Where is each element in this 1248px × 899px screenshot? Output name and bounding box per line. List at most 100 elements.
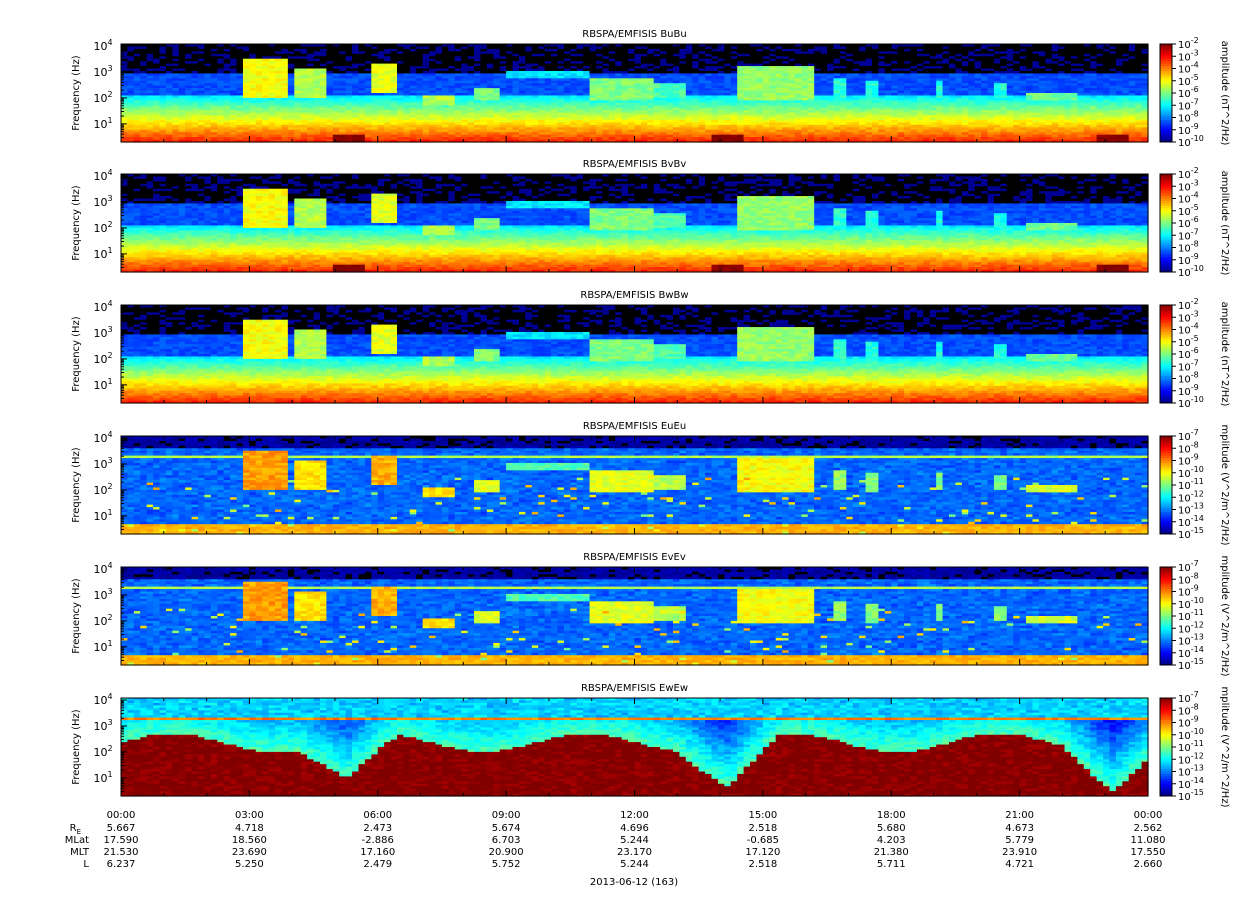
- y-tick-label: 101: [93, 639, 112, 654]
- y-tick-label: 102: [93, 482, 112, 497]
- colorbar-label: amplitude (nT^2/Hz): [1219, 171, 1230, 276]
- y-axis-label: Frequency (Hz): [71, 709, 82, 785]
- ephemeris-value: 2.473: [363, 823, 392, 834]
- ephemeris-value: 5.250: [235, 859, 264, 870]
- ephemeris-table: RE 5.667 4.718 2.473 5.674 4.696 2.518 5.680 4.6…: [65, 823, 1166, 870]
- ephemeris-value: 17.120: [745, 847, 780, 858]
- ephemeris-value: -0.685: [747, 835, 779, 846]
- date-label: 2013-06-12 (163): [590, 877, 678, 888]
- colorbar: 10-210-310-410-510-610-710-810-910-10 amp…: [1159, 166, 1230, 279]
- ephemeris-label-MLat: MLat: [65, 835, 89, 846]
- x-tick-label: 12:00: [620, 810, 649, 821]
- y-tick-label: 104: [93, 299, 112, 314]
- colorbar: 10-210-310-410-510-610-710-810-910-10 amp…: [1159, 36, 1230, 149]
- ephemeris-value: 5.752: [492, 859, 521, 870]
- y-axis-label: Frequency (Hz): [71, 447, 82, 523]
- ephemeris-value: 2.518: [749, 823, 778, 834]
- ephemeris-value: 4.696: [620, 823, 649, 834]
- x-tick-label: 21:00: [1005, 810, 1034, 821]
- y-tick-label: 103: [93, 718, 112, 733]
- y-axis-label: Frequency (Hz): [71, 55, 82, 131]
- x-tick-label: 03:00: [235, 810, 264, 821]
- ephemeris-label-RE: RE: [70, 823, 81, 836]
- panel-title: RBSPA/EMFISIS BuBu: [582, 29, 686, 40]
- y-tick-label: 103: [93, 194, 112, 209]
- y-tick-label: 102: [93, 744, 112, 759]
- colorbar-label: amplitude (nT^2/Hz): [1219, 302, 1230, 407]
- colorbar-label: mplitude (V^2/m^2/Hz): [1219, 687, 1230, 808]
- panel-5: RBSPA/EMFISIS EvEv Frequency (Hz) 101 102 10…: [71, 552, 1230, 677]
- ephemeris-label-MLT: MLT: [70, 847, 90, 858]
- panel-title: RBSPA/EMFISIS EvEv: [583, 552, 686, 563]
- x-tick-label: 18:00: [877, 810, 906, 821]
- ephemeris-value: 17.590: [104, 835, 139, 846]
- ephemeris-value: 2.518: [749, 859, 778, 870]
- y-tick-label: 101: [93, 377, 112, 392]
- colorbar: 10-210-310-410-510-610-710-810-910-10 amp…: [1159, 297, 1230, 410]
- ephemeris-value: 20.900: [489, 847, 524, 858]
- panel-title: RBSPA/EMFISIS EwEw: [581, 683, 688, 694]
- y-tick-label: 103: [93, 325, 112, 340]
- colorbar-label: mplitude (V^2/m^2/Hz): [1219, 425, 1230, 546]
- ephemeris-value: 5.779: [1005, 835, 1034, 846]
- x-tick-label: 06:00: [363, 810, 392, 821]
- ephemeris-value: 6.703: [492, 835, 521, 846]
- ephemeris-value: 2.562: [1134, 823, 1163, 834]
- ephemeris-value: 5.244: [620, 835, 649, 846]
- colorbar: 10-710-810-910-1010-1110-1210-1310-1410-…: [1159, 556, 1230, 677]
- ephemeris-value: -2.886: [362, 835, 394, 846]
- y-tick-label: 102: [93, 613, 112, 628]
- spectrogram-image: [121, 44, 1149, 143]
- y-tick-label: 101: [93, 246, 112, 261]
- ephemeris-value: 2.660: [1134, 859, 1163, 870]
- ephemeris-value: 5.680: [877, 823, 906, 834]
- panel-3: RBSPA/EMFISIS BwBw Frequency (Hz) 101 102 10…: [71, 290, 1230, 410]
- ephemeris-value: 5.674: [492, 823, 521, 834]
- y-tick-label: 101: [93, 770, 112, 785]
- y-tick-label: 104: [93, 430, 112, 445]
- spectrogram-image: [121, 567, 1149, 666]
- y-tick-label: 104: [93, 168, 112, 183]
- colorbar-label: amplitude (nT^2/Hz): [1219, 41, 1230, 146]
- panel-title: RBSPA/EMFISIS BvBv: [583, 159, 687, 170]
- ephemeris-value: 21.530: [104, 847, 139, 858]
- ephemeris-value: 5.667: [107, 823, 136, 834]
- colorbar: 10-710-810-910-1010-1110-1210-1310-1410-…: [1159, 425, 1230, 546]
- y-axis-label: Frequency (Hz): [71, 316, 82, 392]
- y-tick-label: 104: [93, 561, 112, 576]
- spectrogram-image: [121, 305, 1149, 404]
- y-tick-label: 104: [93, 38, 112, 53]
- panel-1: RBSPA/EMFISIS BuBu Frequency (Hz) 101 102 10…: [71, 29, 1230, 149]
- panel-4: RBSPA/EMFISIS EuEu Frequency (Hz) 101 102 10…: [71, 421, 1230, 546]
- x-axis-labels: 00:00 03:00 06:00 09:00 12:00 15:00 18:00 21:00…: [107, 810, 1163, 821]
- y-tick-label: 102: [93, 90, 112, 105]
- spectrogram-image: [121, 174, 1149, 273]
- ephemeris-value: 2.479: [363, 859, 392, 870]
- y-tick-label: 104: [93, 692, 112, 707]
- x-tick-label: 00:00: [1134, 810, 1163, 821]
- x-tick-label: 09:00: [492, 810, 521, 821]
- ephemeris-value: 23.690: [232, 847, 267, 858]
- ephemeris-value: 4.203: [877, 835, 906, 846]
- y-tick-label: 101: [93, 508, 112, 523]
- x-tick-label: 00:00: [107, 810, 136, 821]
- ephemeris-value: 21.380: [874, 847, 909, 858]
- ephemeris-value: 4.673: [1005, 823, 1034, 834]
- panel-6: RBSPA/EMFISIS EwEw Frequency (Hz) 101 102 10…: [71, 683, 1230, 808]
- y-axis-label: Frequency (Hz): [71, 185, 82, 261]
- ephemeris-value: 5.244: [620, 859, 649, 870]
- ephemeris-value: 23.910: [1002, 847, 1037, 858]
- ephemeris-label-L: L: [83, 859, 89, 870]
- ephemeris-value: 18.560: [232, 835, 267, 846]
- colorbar-label: mplitude (V^2/m^2/Hz): [1219, 556, 1230, 677]
- y-tick-label: 102: [93, 351, 112, 366]
- colorbar: 10-710-810-910-1010-1110-1210-1310-1410-…: [1159, 687, 1230, 808]
- y-tick-label: 101: [93, 116, 112, 131]
- y-tick-label: 103: [93, 587, 112, 602]
- y-tick-label: 103: [93, 456, 112, 471]
- ephemeris-value: 17.550: [1131, 847, 1166, 858]
- ephemeris-value: 5.711: [877, 859, 906, 870]
- y-tick-label: 103: [93, 64, 112, 79]
- y-tick-label: 102: [93, 220, 112, 235]
